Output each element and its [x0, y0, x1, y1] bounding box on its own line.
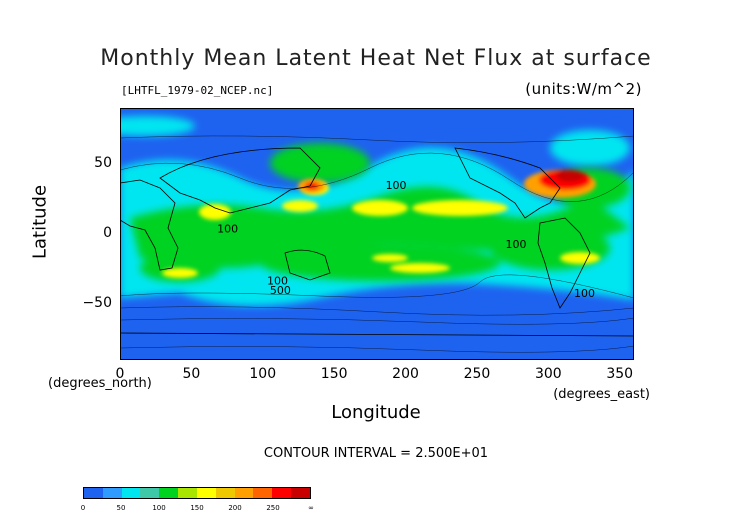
colorbar-segment	[84, 488, 103, 498]
x-axis-units: (degrees_east)	[553, 387, 650, 402]
colorbar-tick-label: 150	[190, 504, 204, 512]
colorbar-segment	[196, 488, 216, 498]
y-tick-label: 0	[103, 225, 112, 241]
contour-value-label: 500	[270, 284, 291, 297]
units-label: (units:W/m^2)	[525, 80, 642, 98]
colorbar-tick-label: ∞	[308, 504, 314, 512]
colorbar-segment	[272, 488, 292, 498]
continent-outlines	[120, 147, 634, 337]
y-axis-units: (degrees_north)	[48, 376, 152, 391]
colorbar-tick-label: 250	[266, 504, 280, 512]
colorbar-segment	[178, 488, 197, 498]
y-tick-label: −50	[82, 295, 112, 311]
file-label: [LHTFL_1979-02_NCEP.nc]	[121, 84, 274, 97]
x-tick-label: 150	[320, 366, 348, 382]
colorbar-segment	[102, 488, 122, 498]
y-axis-label: Latitude	[29, 184, 51, 260]
x-tick-label: 0	[115, 366, 125, 382]
contour-value-label: 100	[217, 223, 238, 236]
colorbar-segment	[234, 488, 254, 498]
x-tick-label: 200	[392, 366, 419, 382]
contour-value-label: 100	[506, 238, 527, 251]
colorbar-segment	[159, 488, 179, 498]
colorbar-segment	[253, 488, 273, 498]
colorbar	[83, 487, 311, 499]
colorbar-segment	[215, 488, 235, 498]
chart-title: Monthly Mean Latent Heat Net Flux at sur…	[100, 46, 652, 71]
y-tick-label: 50	[94, 155, 112, 171]
x-tick-label: 350	[606, 366, 634, 382]
colorbar-segment	[140, 488, 160, 498]
contour-lines	[120, 135, 634, 353]
x-tick-label: 100	[249, 366, 277, 382]
contour-interval: CONTOUR INTERVAL = 2.500E+01	[263, 446, 489, 461]
colorbar-tick-label: 100	[152, 504, 166, 512]
contour-value-label: 100	[267, 274, 288, 287]
band-200-plus	[298, 170, 596, 198]
colorbar-segment	[121, 488, 141, 498]
map-plot-area: 100 100 100 100 500 100	[120, 108, 634, 360]
band-100-150	[130, 143, 630, 282]
colorbar-tick-label: 0	[80, 504, 86, 512]
x-axis-label: Longitude	[331, 402, 421, 423]
x-tick-label: 250	[463, 366, 491, 382]
contour-value-label: 100	[574, 287, 595, 300]
colorbar-tick-label: 50	[116, 504, 126, 512]
band-150-200	[162, 181, 600, 278]
contour-value-label: 100	[386, 179, 407, 192]
colorbar-tick-label: 200	[228, 504, 242, 512]
x-tick-label: 300	[534, 366, 562, 382]
x-tick-label: 50	[182, 366, 201, 382]
colorbar-segment	[291, 488, 310, 498]
